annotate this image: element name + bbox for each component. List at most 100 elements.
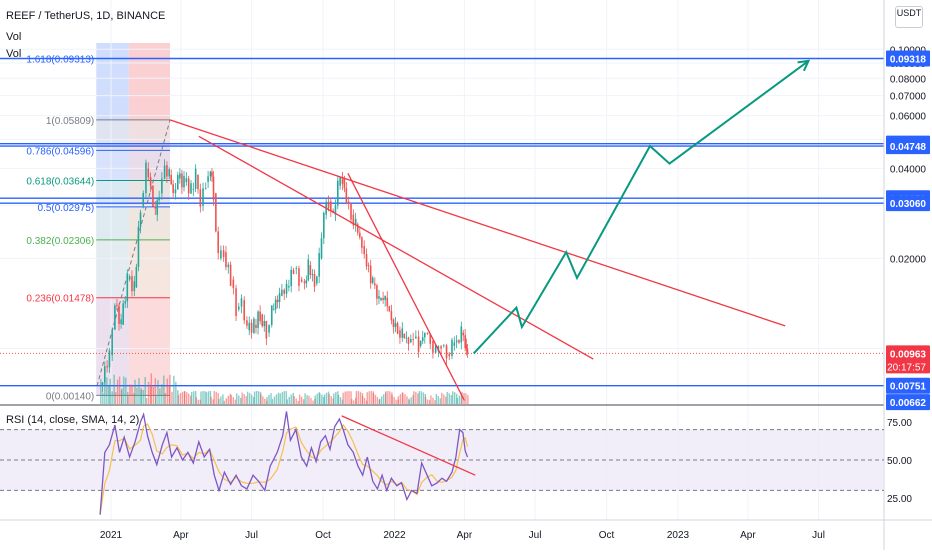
volume-bar <box>413 391 415 404</box>
candle-body <box>283 289 286 294</box>
volume-bar <box>136 387 138 404</box>
volume-bar <box>157 380 159 404</box>
volume-bar <box>435 393 438 404</box>
rsi-title[interactable]: RSI (14, close, SMA, 14, 2) <box>6 414 140 426</box>
volume-bar <box>243 394 245 404</box>
currency-button[interactable]: USDT <box>895 6 923 28</box>
candle-body <box>443 345 445 347</box>
candle-body <box>257 311 259 328</box>
candle-body <box>412 339 414 340</box>
volume-bar <box>344 391 346 404</box>
candle-body <box>152 185 154 207</box>
volume-bar <box>350 391 352 404</box>
volume-bar <box>314 395 316 404</box>
candle-body <box>128 276 131 280</box>
volume-bar <box>465 393 467 404</box>
volume-bar <box>230 394 233 404</box>
candle-body <box>166 165 168 177</box>
volume-bar <box>399 394 402 404</box>
volume-bar <box>428 400 431 404</box>
projection-path <box>472 60 810 355</box>
volume-bar <box>372 393 375 404</box>
volume-bar <box>268 394 270 404</box>
volume-bar <box>109 378 111 404</box>
candle-body <box>137 226 140 267</box>
volume-bar <box>108 386 110 404</box>
volume-bar <box>415 392 417 404</box>
candle-body <box>118 305 120 324</box>
volume-bar <box>114 392 117 404</box>
volume-bar <box>300 396 303 404</box>
volume-bar <box>376 397 379 404</box>
volume-bar <box>437 395 440 404</box>
countdown-label: 20:17:57 <box>887 362 926 373</box>
candle-body <box>359 232 361 238</box>
volume-bar <box>432 397 434 404</box>
volume-bar <box>298 394 301 404</box>
candle-body <box>307 259 310 281</box>
candle-body <box>426 332 429 334</box>
volume-bar <box>385 391 387 404</box>
volume-bar <box>166 378 168 404</box>
candle-body <box>131 276 133 292</box>
volume-bar <box>316 393 318 404</box>
volume-label-2[interactable]: Vol <box>6 48 22 60</box>
volume-bar <box>448 393 450 404</box>
candle-body <box>209 171 212 177</box>
volume-bar <box>456 397 459 404</box>
volume-bar <box>262 396 264 404</box>
candle-body <box>170 175 172 185</box>
candle-body <box>290 269 292 287</box>
short-trendline <box>347 173 465 401</box>
volume-bar <box>177 394 180 404</box>
volume-bar <box>161 384 163 404</box>
rsi-tick-label: 25.00 <box>887 494 912 505</box>
candle-body <box>339 176 341 186</box>
volume-label[interactable]: Vol <box>6 31 22 43</box>
volume-bar <box>323 394 326 404</box>
volume-bar <box>439 398 442 404</box>
candle-body <box>227 264 230 268</box>
volume-bar <box>116 379 119 404</box>
volume-bar <box>234 399 237 404</box>
time-tick-label: Oct <box>599 530 615 541</box>
volume-bar <box>207 391 210 404</box>
candle-body <box>410 339 412 343</box>
candle-body <box>455 340 458 343</box>
volume-bar <box>188 393 190 404</box>
volume-bar <box>445 396 447 404</box>
candle-body <box>330 201 332 211</box>
candle-body <box>278 293 281 303</box>
volume-bar <box>434 400 436 404</box>
volume-bar <box>271 398 274 404</box>
volume-bar <box>424 396 427 404</box>
candle-body <box>327 201 330 209</box>
candle-body <box>434 344 437 353</box>
volume-bar <box>366 392 368 404</box>
volume-bar <box>236 393 238 404</box>
fib-level-label: 1(0.05809) <box>46 116 94 127</box>
candle-body <box>453 342 456 346</box>
volume-bar <box>363 398 366 404</box>
candle-body <box>197 175 199 190</box>
candle-body <box>199 189 202 207</box>
volume-bar <box>100 379 102 404</box>
volume-bar <box>241 392 243 404</box>
candle-body <box>305 280 308 284</box>
volume-bar <box>227 395 230 404</box>
candle-body <box>390 311 393 321</box>
volume-bar <box>458 395 461 404</box>
volume-bar <box>351 399 353 404</box>
time-tick-label: Apr <box>173 530 189 541</box>
candle-body <box>250 322 253 333</box>
candle-body <box>220 250 222 259</box>
candle-body <box>147 168 150 178</box>
fib-level-label: 1.618(0.09313) <box>26 55 94 66</box>
volume-bar <box>408 399 410 404</box>
volume-bar <box>359 391 362 404</box>
candle-body <box>429 333 432 344</box>
volume-bar <box>229 393 232 404</box>
candle-body <box>363 246 366 255</box>
symbol-title[interactable]: REEF / TetherUS, 1D, BINANCE <box>6 10 166 22</box>
candle-body <box>380 298 382 301</box>
